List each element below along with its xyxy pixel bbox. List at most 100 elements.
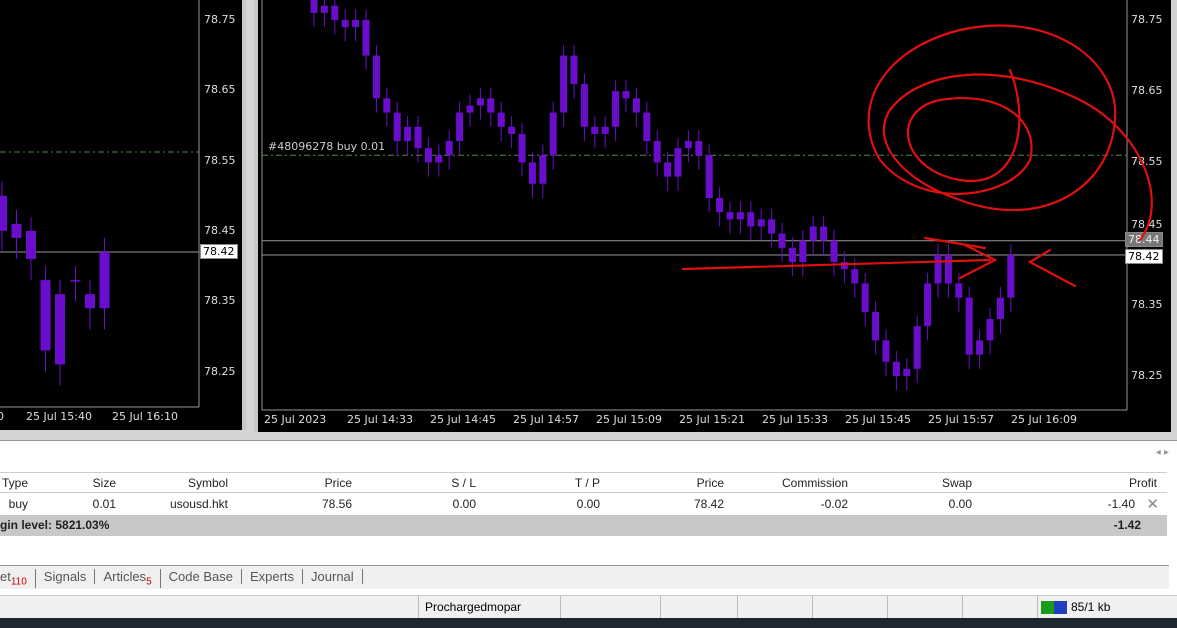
tab-experts[interactable]: Experts — [242, 569, 304, 584]
time-label: 25 Jul 15:09 — [596, 413, 662, 426]
candle — [799, 240, 807, 263]
table-cell: -0.02 — [820, 497, 848, 511]
table-cell: 0.01 — [92, 497, 116, 511]
candle — [26, 230, 36, 260]
time-label: 25 Jul 14:33 — [347, 413, 413, 426]
candle — [508, 126, 516, 134]
candle — [872, 311, 880, 341]
status-bar: Prochargedmopar 85/1 kb — [0, 595, 1177, 619]
column-header[interactable]: Commission — [781, 476, 848, 490]
candle — [882, 340, 890, 362]
table-cell: 78.42 — [693, 497, 724, 511]
price-scale-label: 78.25 — [204, 364, 236, 378]
candle — [913, 326, 921, 369]
price-scale-label: 78.65 — [1131, 84, 1163, 98]
candle — [653, 141, 661, 163]
candle — [695, 141, 703, 156]
candle — [924, 283, 932, 327]
total-profit: -1.42 — [1113, 518, 1141, 532]
candle — [892, 361, 900, 376]
column-header[interactable]: Type — [1, 476, 28, 490]
table-cell: 0.00 — [576, 497, 600, 511]
total-row: gin level: 5821.03% -1.42 — [0, 515, 1167, 536]
current-price-tag: 78.42 — [200, 244, 238, 259]
candle — [331, 5, 339, 20]
table-cell: usousd.hkt — [169, 497, 228, 511]
left-chart[interactable]: 78.75 78.65 78.55 78.45 78.35 78.25 78.42 0 2… — [0, 0, 246, 430]
candle — [601, 126, 609, 134]
candle — [976, 340, 984, 355]
time-label: 25 Jul 16:09 — [1011, 413, 1077, 426]
candle — [383, 98, 391, 113]
tab-label: Journal — [311, 569, 354, 584]
margin-level: gin level: 5821.03% — [0, 518, 110, 532]
candle — [934, 254, 942, 284]
candle — [840, 262, 848, 270]
column-header[interactable]: T / P — [574, 476, 600, 490]
tab-code-base[interactable]: Code Base — [161, 569, 242, 584]
candle — [747, 212, 755, 227]
column-header[interactable]: Size — [92, 476, 116, 490]
candle — [851, 269, 859, 284]
candle — [560, 55, 568, 113]
candle — [903, 368, 911, 376]
taskbar — [0, 618, 1177, 628]
tab-articles[interactable]: Articles5 — [95, 569, 161, 588]
column-header[interactable]: Swap — [941, 476, 972, 490]
candle — [341, 20, 349, 28]
candle — [414, 126, 422, 149]
table-header: Type Size Symbol Price S / L T / P Price Commis… — [0, 472, 1167, 493]
tab-label: Signals — [43, 569, 87, 584]
price-scale-label: 78.35 — [204, 294, 236, 308]
candle — [570, 55, 578, 85]
tab-label: Articles — [103, 569, 147, 584]
tab-label: et — [0, 569, 11, 584]
time-label: 25 Jul 14:45 — [430, 413, 496, 426]
profile-name: Prochargedmopar — [425, 600, 522, 614]
candle — [664, 162, 672, 177]
candle — [99, 251, 110, 309]
candle — [518, 133, 526, 163]
connection-icon — [1041, 601, 1067, 614]
price-scale-label: 78.55 — [204, 153, 236, 167]
tab-signals[interactable]: Signals — [36, 569, 96, 584]
candle — [778, 233, 786, 248]
scroll-arrows-icon[interactable]: ◂ ▸ — [1155, 447, 1169, 458]
tab-market[interactable]: et110 — [0, 569, 36, 588]
candle — [487, 98, 495, 113]
column-header[interactable]: Profit — [1128, 476, 1157, 490]
close-position-icon[interactable]: ✕ — [1146, 496, 1159, 513]
table-cell: 78.56 — [321, 497, 352, 511]
candle — [445, 141, 453, 156]
candle — [861, 283, 869, 312]
candle — [726, 212, 734, 220]
table-cell: 0.00 — [948, 497, 972, 511]
candle — [404, 126, 412, 142]
candle — [757, 219, 765, 227]
table-cell: 0.00 — [452, 497, 476, 511]
current-price-tag: 78.42 — [1125, 249, 1163, 264]
column-header[interactable]: Price — [324, 476, 352, 490]
candle — [352, 20, 360, 28]
tab-journal[interactable]: Journal — [303, 569, 363, 584]
table-cell: -1.40 — [1107, 497, 1135, 511]
column-header[interactable]: Price — [696, 476, 724, 490]
candle — [549, 112, 557, 156]
price-scale-label: 78.75 — [204, 13, 236, 26]
table-row[interactable]: buy 0.01 usousd.hkt 78.56 0.00 0.00 78.42 -0.02… — [0, 494, 1167, 515]
toolbox-tabs: et110 Signals Articles5 Code Base Expert… — [0, 565, 1169, 589]
column-header[interactable]: Symbol — [187, 476, 228, 490]
price-scale-label: 78.55 — [1131, 155, 1163, 169]
candle — [591, 126, 599, 134]
candle — [70, 280, 81, 282]
time-label: 25 Jul 15:57 — [928, 413, 994, 426]
time-label: 25 Jul 15:33 — [762, 413, 828, 426]
candle — [809, 226, 817, 241]
candle — [456, 112, 464, 142]
column-header[interactable]: S / L — [451, 476, 476, 490]
tab-badge: 110 — [10, 576, 27, 588]
time-label: 25 Jul 15:45 — [845, 413, 911, 426]
candle — [11, 223, 22, 238]
main-chart[interactable]: 78.75 78.65 78.55 78.45 78.35 78.25 #48096278… — [254, 0, 1171, 432]
candle — [612, 91, 620, 127]
